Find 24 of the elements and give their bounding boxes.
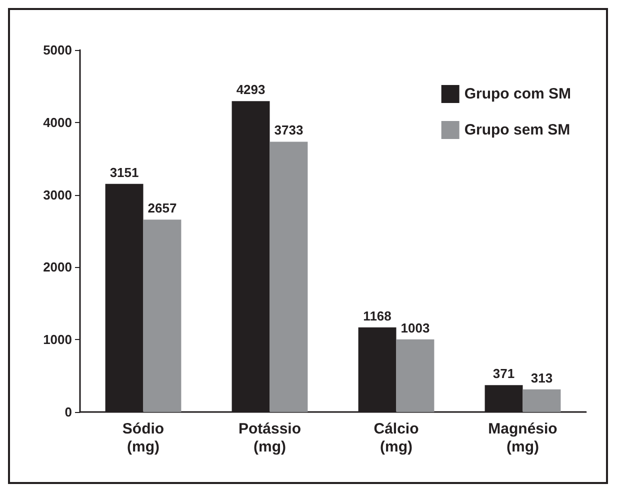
y-tick-label: 1000 xyxy=(43,332,72,348)
data-label: 1168 xyxy=(363,308,392,324)
y-tick-label: 0 xyxy=(64,404,72,420)
bar xyxy=(396,339,434,412)
data-label: 371 xyxy=(492,366,515,382)
x-tick-label: Magnésio (mg) xyxy=(488,420,558,456)
data-label: 3151 xyxy=(110,164,139,180)
data-label: 2657 xyxy=(148,200,177,216)
x-tick-label: Sódio (mg) xyxy=(122,420,164,456)
data-label: 4293 xyxy=(236,82,266,98)
y-tick-label: 2000 xyxy=(43,260,72,275)
y-tick-label: 5000 xyxy=(43,42,72,58)
legend-label: Grupo com SM xyxy=(464,86,571,102)
bar xyxy=(522,389,561,412)
data-label: 3733 xyxy=(274,122,304,138)
legend-label: Grupo sem SM xyxy=(464,122,570,138)
bar xyxy=(143,220,182,412)
y-tick-label: 3000 xyxy=(43,187,72,202)
data-label: 313 xyxy=(530,370,553,386)
bar xyxy=(270,142,308,412)
data-label: 1003 xyxy=(400,320,430,336)
x-tick-label: Potássio (mg) xyxy=(238,420,302,456)
y-tick-label: 4000 xyxy=(43,114,72,130)
x-tick-label: Cálcio (mg) xyxy=(374,420,419,456)
